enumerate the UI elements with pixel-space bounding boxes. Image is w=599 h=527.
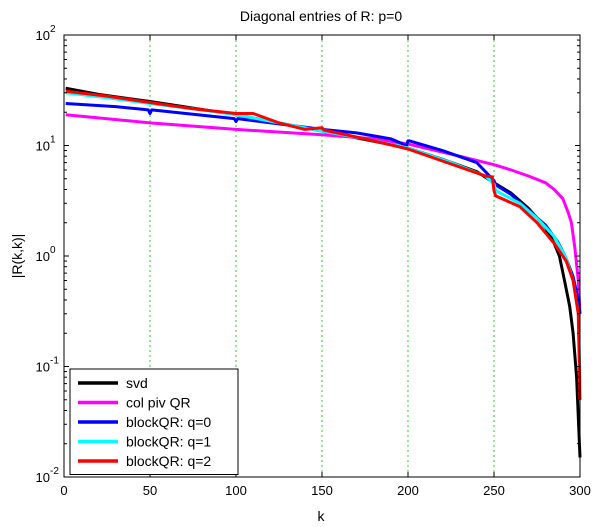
legend: svd col piv QR blockQR: q=0 blockQR: q=1 blo…	[69, 368, 239, 475]
x-tick-label: 50	[143, 483, 157, 498]
y-tick-label: 10	[36, 470, 50, 485]
y-tick-label: 10	[36, 28, 50, 43]
x-tick-label: 0	[60, 483, 67, 498]
chart-title: Diagonal entries of R: p=0	[240, 8, 402, 24]
legend-label-2: blockQR: q=0	[126, 414, 211, 430]
series-layer	[65, 86, 582, 458]
legend-label-4: blockQR: q=2	[126, 453, 211, 469]
x-tick-label: 250	[483, 483, 505, 498]
x-tick-label: 100	[225, 483, 247, 498]
x-tick-label: 150	[311, 483, 333, 498]
gridlines	[149, 35, 495, 477]
x-axis-label: k	[318, 508, 326, 524]
series-line-4	[65, 89, 582, 400]
series-line-3	[65, 91, 582, 384]
y-tick-exponent: -1	[50, 356, 59, 367]
y-tick-exponent: 2	[50, 24, 56, 35]
legend-label-3: blockQR: q=1	[126, 434, 211, 450]
legend-label-1: col piv QR	[126, 395, 191, 411]
y-tick-exponent: 0	[50, 245, 56, 256]
y-tick-label: 10	[36, 139, 50, 154]
x-tick-label: 300	[569, 483, 591, 498]
y-tick-label: 10	[36, 249, 50, 264]
y-tick-label: 10	[36, 360, 50, 375]
legend-label-0: svd	[126, 375, 148, 391]
series-line-1	[65, 113, 582, 314]
x-tick-label: 200	[397, 483, 419, 498]
y-axis-label: |R(k,k)|	[9, 234, 25, 279]
y-tick-exponent: 1	[50, 135, 56, 146]
y-tick-exponent: -2	[50, 466, 59, 477]
